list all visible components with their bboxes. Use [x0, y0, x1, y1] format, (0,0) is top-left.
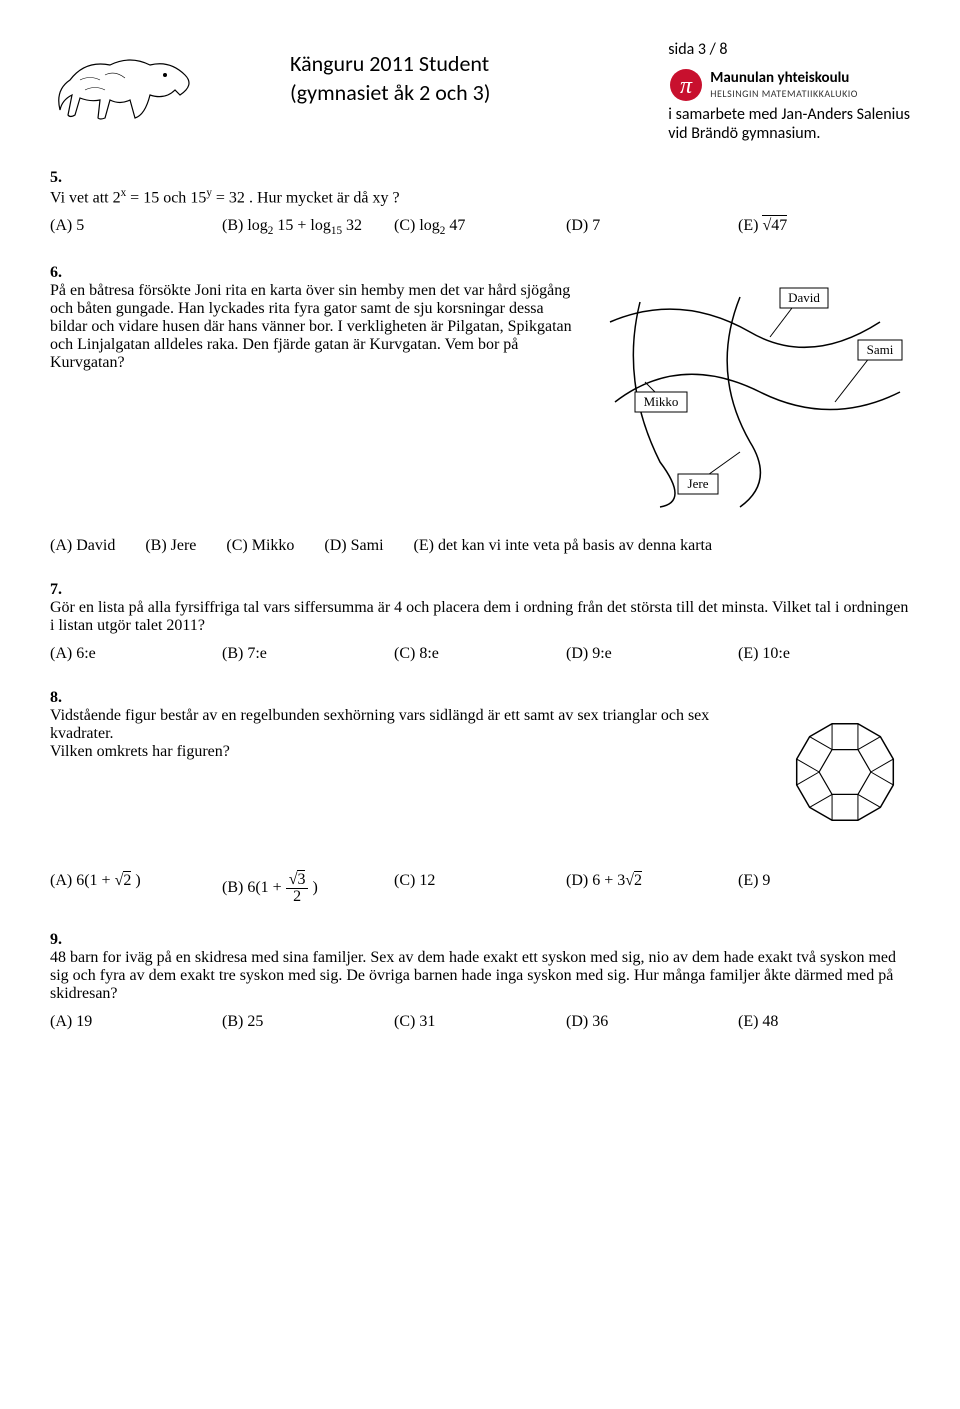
q6-figure: David Sami Mikko Jere [600, 282, 910, 517]
q5-optB: (B) log2 15 + log15 32 [222, 217, 394, 237]
title-line2: (gymnasiet åk 2 och 3) [290, 79, 490, 108]
question-5: 5. Vi vet att 2x = 15 och 15y = 32 . Hur… [50, 169, 910, 238]
q8-optA: (A) 6(1 + √2 ) [50, 872, 222, 905]
q9-optA: (A) 19 [50, 1013, 222, 1031]
question-6: 6. På en båtresa försökte Joni rita en k… [50, 264, 910, 555]
q7-num: 7. [50, 581, 62, 598]
q8-num: 8. [50, 689, 62, 706]
label-mikko: Mikko [644, 394, 679, 409]
q5-optD: (D) 7 [566, 217, 738, 237]
q7-options: (A) 6:e (B) 7:e (C) 8:e (D) 9:e (E) 10:e [50, 645, 910, 663]
q9-optB: (B) 25 [222, 1013, 394, 1031]
q6-optE: (E) det kan vi inte veta på basis av den… [414, 537, 713, 555]
question-8: 8. Vidstående figur består av en regelbu… [50, 689, 910, 905]
title-line1: Känguru 2011 Student [290, 50, 490, 79]
q6-optC: (C) Mikko [226, 537, 294, 555]
q9-text: 48 barn for iväg på en skidresa med sina… [50, 949, 910, 1003]
page-header: Känguru 2011 Student (gymnasiet åk 2 och… [50, 40, 910, 143]
q7-optE: (E) 10:e [738, 645, 910, 663]
q8-optE: (E) 9 [738, 872, 910, 905]
q5-num: 5. [50, 169, 62, 186]
q6-text: På en båtresa försökte Joni rita en kart… [50, 282, 580, 372]
q8-options: (A) 6(1 + √2 ) (B) 6(1 + √32 ) (C) 12 (D… [50, 872, 910, 905]
q7-optC: (C) 8:e [394, 645, 566, 663]
q9-optC: (C) 31 [394, 1013, 566, 1031]
label-david: David [788, 290, 820, 305]
svg-text:π: π [680, 73, 693, 99]
q5-optE: (E) √47 [738, 217, 910, 237]
q6-optD: (D) Sami [324, 537, 383, 555]
q5-options: (A) 5 (B) log2 15 + log15 32 (C) log2 47… [50, 217, 910, 237]
label-jere: Jere [688, 476, 709, 491]
q9-optE: (E) 48 [738, 1013, 910, 1031]
pi-logo-icon: π [668, 67, 704, 103]
kangaroo-logo [50, 40, 200, 135]
q5-text: Vi vet att 2x = 15 och 15y = 32 . Hur my… [50, 187, 910, 207]
school-name: Maunulan yhteiskoulu [710, 70, 858, 87]
q8-figure [780, 707, 910, 842]
collab-line2: vid Brändö gymnasium. [668, 124, 910, 143]
q6-num: 6. [50, 264, 62, 281]
q9-options: (A) 19 (B) 25 (C) 31 (D) 36 (E) 48 [50, 1013, 910, 1031]
page-number: sida 3 / 8 [668, 40, 910, 59]
question-9: 9. 48 barn for iväg på en skidresa med s… [50, 931, 910, 1031]
label-sami: Sami [867, 342, 894, 357]
q5-text-b: och [163, 189, 190, 206]
q7-optA: (A) 6:e [50, 645, 222, 663]
q7-optD: (D) 9:e [566, 645, 738, 663]
q6-optB: (B) Jere [145, 537, 196, 555]
q7-optB: (B) 7:e [222, 645, 394, 663]
title-block: Känguru 2011 Student (gymnasiet åk 2 och… [290, 50, 490, 107]
collab-line1: i samarbete med Jan-Anders Salenius [668, 105, 910, 124]
right-header: sida 3 / 8 π Maunulan yhteiskoulu HELSIN… [668, 40, 910, 143]
q7-text: Gör en lista på alla fyrsiffriga tal var… [50, 599, 910, 635]
q6-options: (A) David (B) Jere (C) Mikko (D) Sami (E… [50, 537, 910, 555]
q5-text-c: . Hur mycket är då [249, 189, 373, 206]
q5-optA: (A) 5 [50, 217, 222, 237]
q9-optD: (D) 36 [566, 1013, 738, 1031]
q9-num: 9. [50, 931, 62, 948]
q8-optB: (B) 6(1 + √32 ) [222, 872, 394, 905]
q8-optD: (D) 6 + 3√2 [566, 872, 738, 905]
school-sub: HELSINGIN MATEMATIIKKALUKIO [710, 87, 858, 100]
question-7: 7. Gör en lista på alla fyrsiffriga tal … [50, 581, 910, 663]
q5-text-a: Vi vet att [50, 189, 113, 206]
q5-text-d: ? [392, 189, 399, 206]
q8-optC: (C) 12 [394, 872, 566, 905]
q5-optC: (C) log2 47 [394, 217, 566, 237]
q6-optA: (A) David [50, 537, 115, 555]
